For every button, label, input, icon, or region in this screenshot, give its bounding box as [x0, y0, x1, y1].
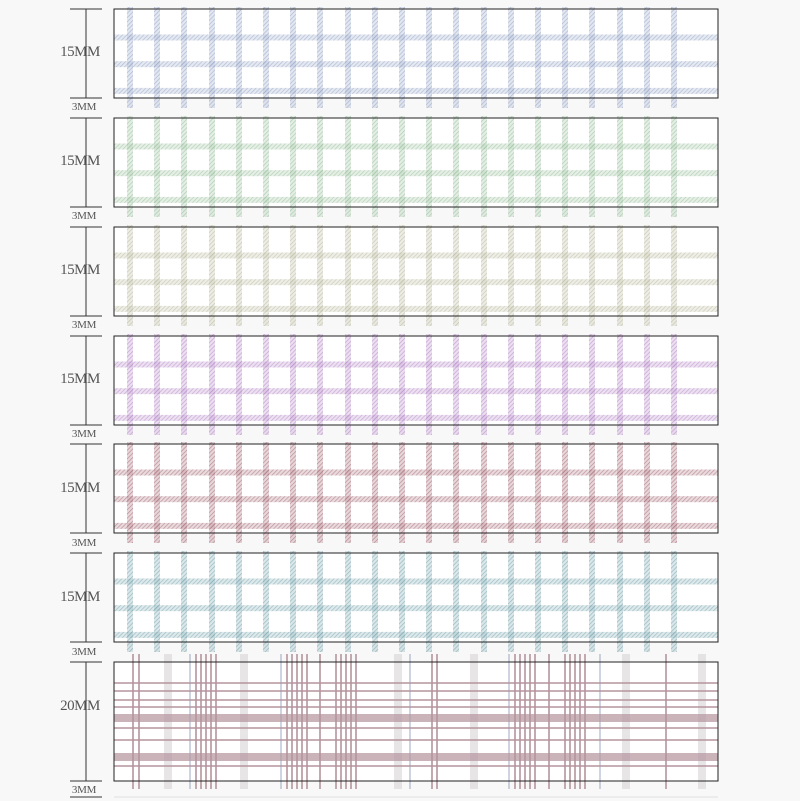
- strip-4-gap-label: 3MM: [71, 428, 97, 440]
- tape-strip-5: [113, 442, 719, 543]
- strip-3-gap-label: 3MM: [71, 319, 97, 331]
- strip-5-height-label: 15MM: [60, 480, 100, 496]
- strip-7-height-label: 20MM: [60, 698, 100, 714]
- strip-2-gap-label: 3MM: [71, 210, 97, 222]
- strip-1-gap-label: 3MM: [71, 101, 97, 113]
- strip-6-gap-label: 3MM: [71, 646, 97, 658]
- tape-strip-6: [113, 551, 719, 652]
- tape-strip-3: [113, 225, 719, 326]
- strip-4-height-label: 15MM: [60, 371, 100, 387]
- tape-strip-4: [113, 334, 719, 435]
- strip-7-gap-label: 3MM: [71, 784, 97, 796]
- dimension-rulers: [70, 8, 718, 798]
- strip-3-height-label: 15MM: [60, 262, 100, 278]
- tape-strip-1: [113, 7, 719, 108]
- strip-5-gap-label: 3MM: [71, 537, 97, 549]
- strip-2-height-label: 15MM: [60, 153, 100, 169]
- tape-strip-7: [113, 654, 719, 789]
- strip-1-height-label: 15MM: [60, 44, 100, 60]
- tape-strip-2: [113, 116, 719, 217]
- strip-6-height-label: 15MM: [60, 589, 100, 605]
